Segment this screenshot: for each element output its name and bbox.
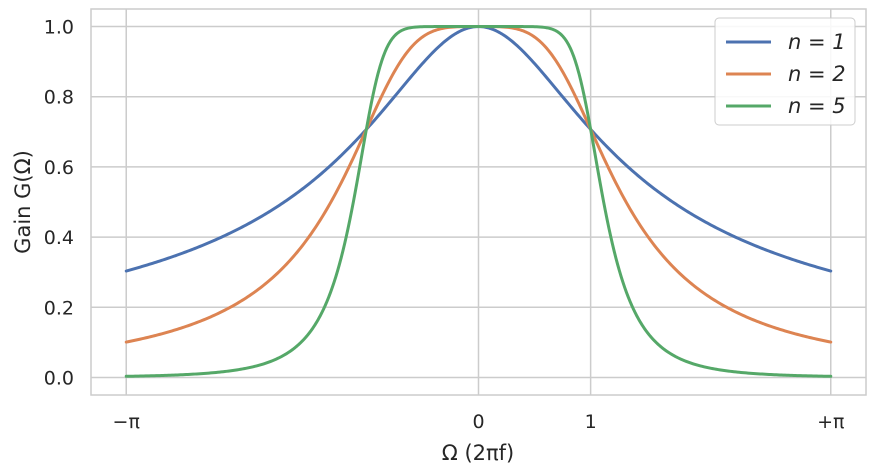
- x-tick-label: −π: [113, 411, 140, 433]
- y-tick-label: 0.2: [44, 297, 74, 319]
- legend-label-n1: n = 1: [788, 30, 846, 54]
- x-tick-label: 0: [472, 411, 484, 433]
- legend: n = 1 n = 2 n = 5: [714, 17, 856, 126]
- x-axis-label: Ω (2πf): [442, 441, 515, 465]
- series-group: [124, 25, 833, 378]
- legend-label-n5: n = 5: [788, 94, 846, 118]
- y-tick-label: 0.8: [44, 87, 74, 109]
- x-tick-label: 1: [585, 411, 597, 433]
- y-tick-label: 0.6: [44, 157, 74, 179]
- x-tick-labels: −π 0 1 +π: [113, 411, 845, 433]
- y-tick-label: 1.0: [44, 17, 74, 39]
- legend-box: [714, 17, 856, 126]
- y-axis-label: Gain G(Ω): [11, 150, 35, 254]
- x-tick-label: +π: [817, 411, 844, 433]
- y-tick-label: 0.0: [44, 367, 74, 389]
- y-tick-labels: 0.0 0.2 0.4 0.6 0.8 1.0: [44, 17, 74, 390]
- legend-label-n2: n = 2: [788, 62, 846, 86]
- series-line-n5: [124, 25, 833, 378]
- y-tick-label: 0.4: [44, 227, 74, 249]
